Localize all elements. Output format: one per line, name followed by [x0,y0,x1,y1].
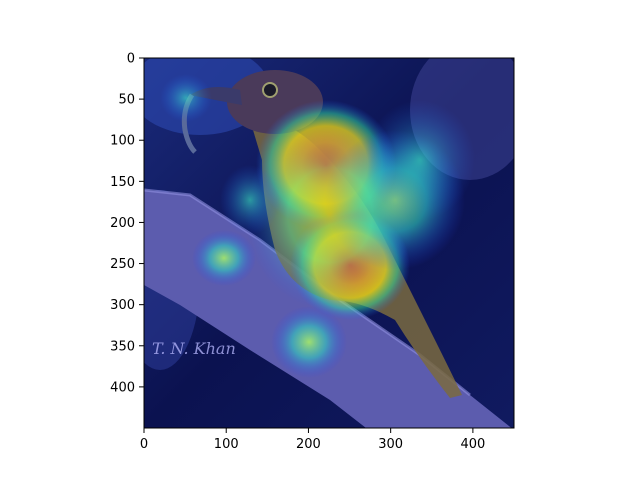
x-tick-label: 100 [214,437,239,452]
y-tick-label: 350 [110,339,135,354]
heatmap-spot-branch-lower [271,306,347,378]
bird-eye [262,82,278,98]
watermark-text: T. N. Khan [152,339,236,358]
x-tick-label: 0 [140,437,148,452]
x-tick-label: 400 [460,437,485,452]
y-axis: 0 50 100 150 200 250 300 350 400 [110,52,144,395]
y-tick-label: 400 [110,380,135,395]
y-tick-label: 150 [110,175,135,190]
x-axis: 0 100 200 300 400 [140,428,485,452]
heatmap-region-left [220,165,280,235]
heatmap-spot-branch-upper [192,230,256,286]
y-tick-label: 50 [118,93,135,108]
y-tick-label: 100 [110,134,135,149]
heatmap-spot-beak [160,74,212,122]
heatmap-image: T. N. Khan [144,58,514,428]
y-tick-label: 200 [110,216,135,231]
y-tick-label: 250 [110,257,135,272]
x-tick-label: 300 [378,437,403,452]
y-tick-label: 300 [110,298,135,313]
axes-frame [143,57,515,429]
y-tick-label: 0 [127,52,135,67]
heatmap-region-right [365,100,475,220]
x-tick-label: 200 [296,437,321,452]
